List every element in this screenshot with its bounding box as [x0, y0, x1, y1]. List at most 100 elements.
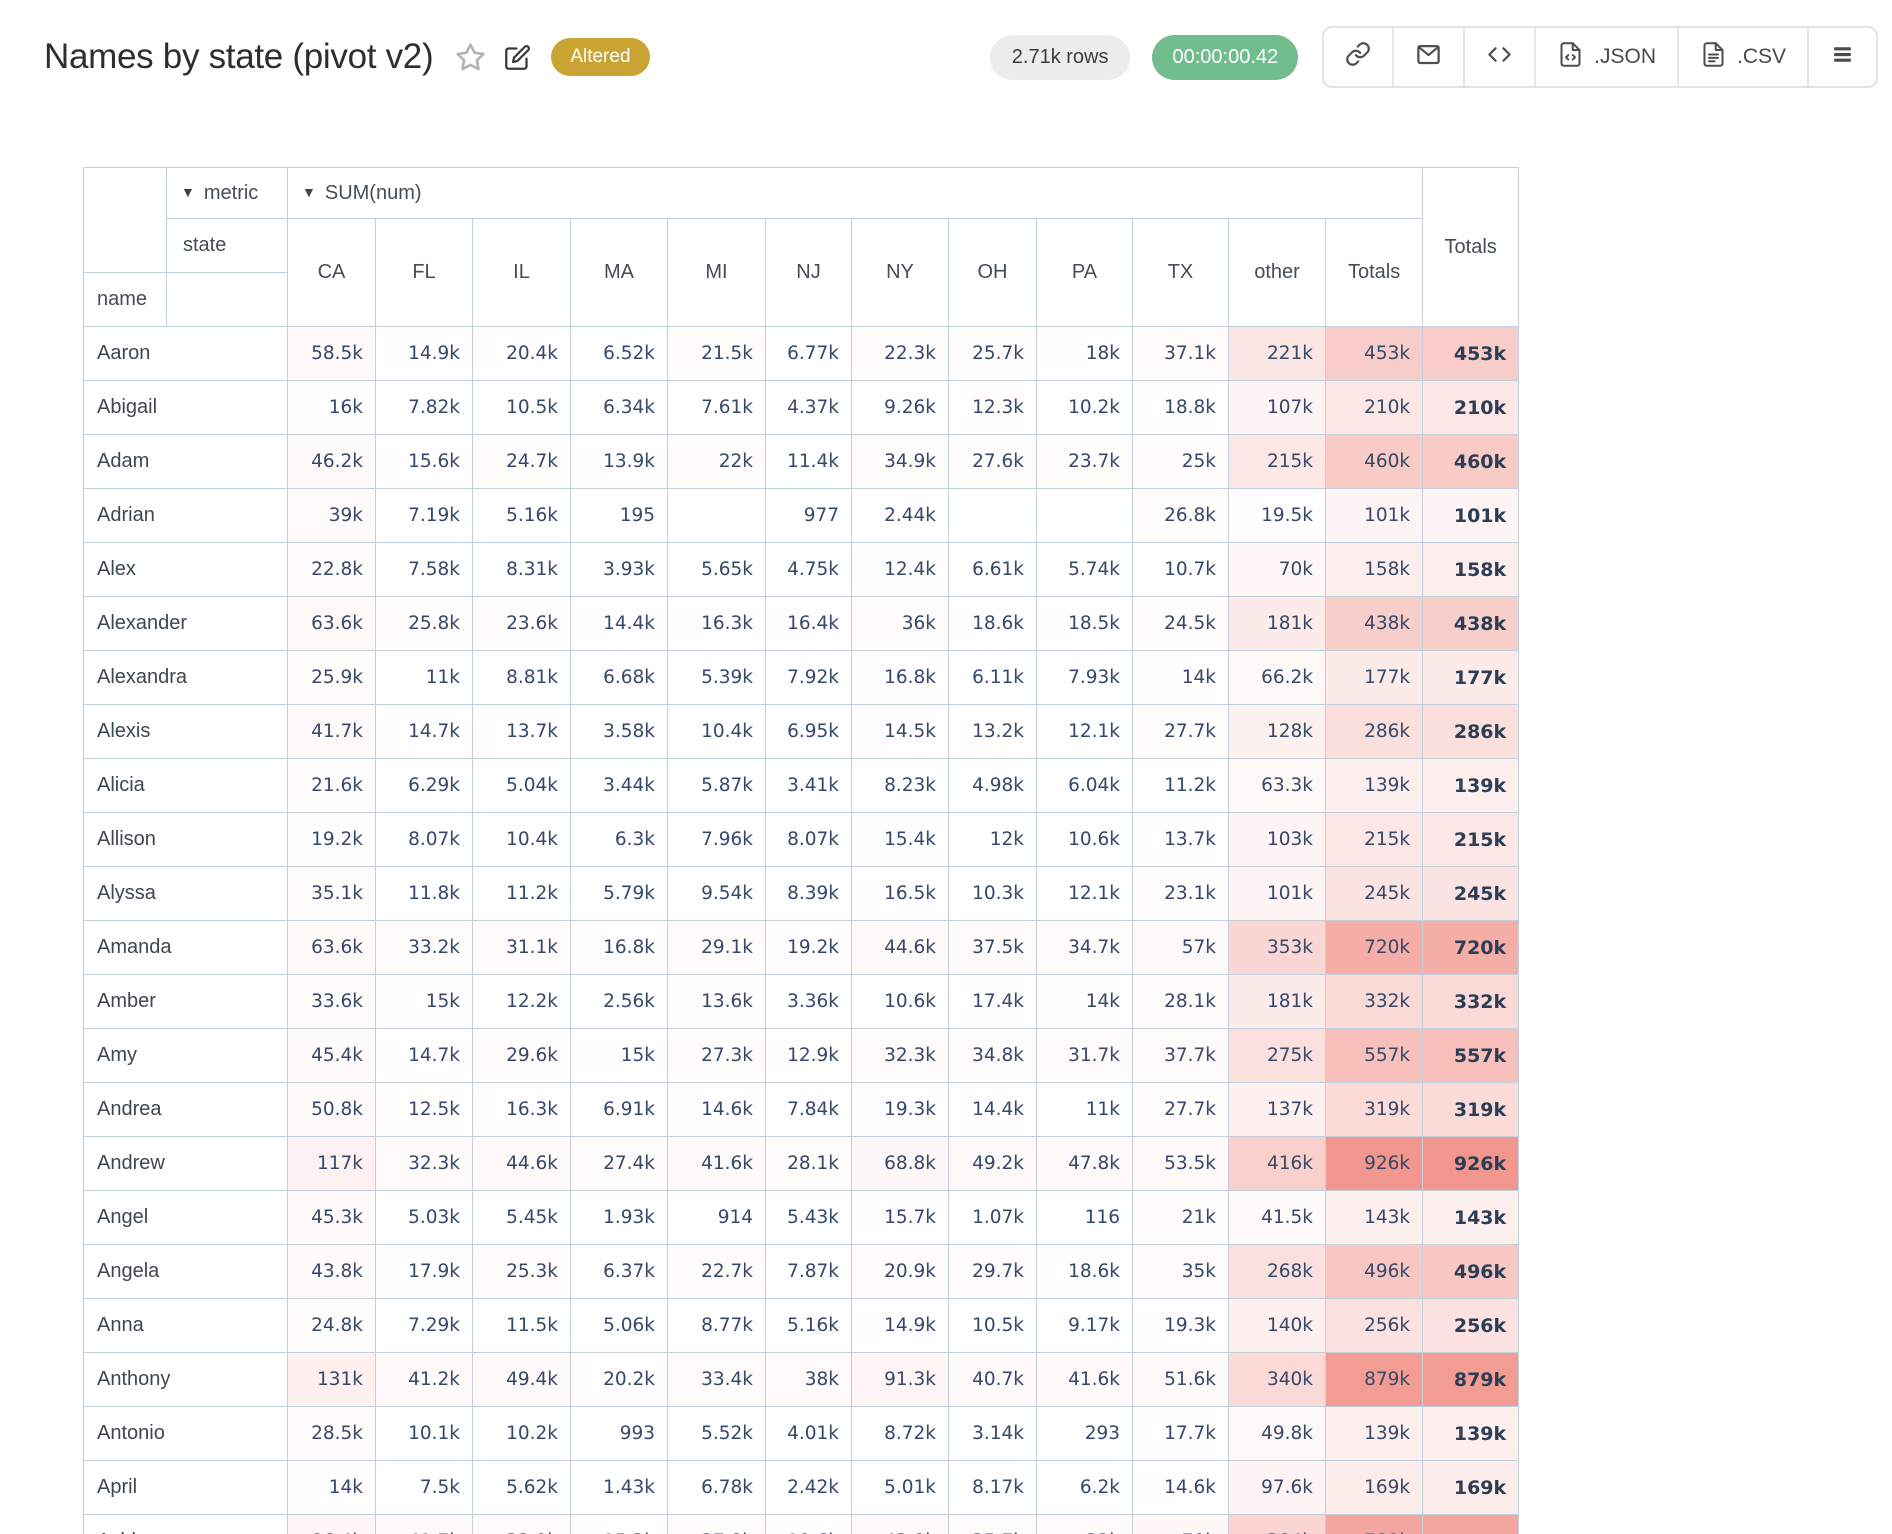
row-name: Anna — [83, 1298, 288, 1353]
aggregator-dropdown[interactable]: ▼ SUM(num) — [286, 167, 1424, 219]
embed-code-button[interactable] — [1463, 28, 1534, 86]
pivot-cell: 33.4k — [667, 1352, 766, 1407]
pivot-cell: 14.7k — [375, 704, 473, 759]
pivot-cell: 7.19k — [375, 488, 473, 543]
pivot-cell: 14.9k — [851, 1298, 949, 1353]
pivot-cell: 13.9k — [570, 434, 668, 489]
pivot-cell: 10.4k — [667, 704, 766, 759]
row-grand-total-cell: 169k — [1422, 1460, 1520, 1515]
pivot-cell: 16.8k — [851, 650, 949, 705]
row-grand-total-cell: 139k — [1422, 1406, 1520, 1461]
pivot-cell: 6.2k — [1036, 1460, 1133, 1515]
pivot-cell: 28.5k — [287, 1406, 376, 1461]
star-icon[interactable] — [453, 42, 488, 73]
row-axis-label[interactable]: name — [83, 272, 167, 327]
pivot-cell: 16k — [287, 380, 376, 435]
download-json-button[interactable]: .JSON — [1534, 28, 1677, 86]
pivot-cell: 20.4k — [472, 326, 571, 381]
pivot-cell: 22k — [667, 434, 766, 489]
table-row: Alicia 21.6k 6.29k 5.04k 3.44k 5.87k 3.41k 8.23… — [83, 758, 1520, 813]
share-link-button[interactable] — [1324, 28, 1392, 86]
pivot-cell: 14.4k — [948, 1082, 1037, 1137]
pivot-cell: 3.41k — [765, 758, 852, 813]
pivot-cell: 32k — [1036, 1514, 1133, 1534]
row-grand-total-cell: 879k — [1422, 1352, 1520, 1407]
pivot-cell: 275k — [1228, 1028, 1326, 1083]
column-header-ca: CA — [287, 218, 376, 327]
pivot-cell: 6.37k — [570, 1244, 668, 1299]
pivot-cell: 43.8k — [287, 1244, 376, 1299]
pivot-cell: 97.6k — [1228, 1460, 1326, 1515]
pivot-cell: 128k — [1228, 704, 1326, 759]
pivot-cell: 14k — [1036, 974, 1133, 1029]
pivot-cell: 10.1k — [375, 1406, 473, 1461]
column-header-fl: FL — [375, 218, 473, 327]
pivot-cell: 23.6k — [472, 596, 571, 651]
code-icon — [1486, 41, 1513, 74]
pivot-cell: 37.5k — [948, 920, 1037, 975]
edit-icon[interactable] — [502, 44, 533, 71]
pivot-cell: 25.7k — [948, 326, 1037, 381]
table-row: Antonio 28.5k 10.1k 10.2k 993 5.52k 4.01k 8.72k… — [83, 1406, 1520, 1461]
pivot-cell: 11.2k — [472, 866, 571, 921]
pivot-cell: 16.3k — [667, 596, 766, 651]
pivot-cell: 22.3k — [851, 326, 949, 381]
pivot-cell: 21.6k — [287, 758, 376, 813]
row-grand-total-cell: 438k — [1422, 596, 1520, 651]
pivot-cell: 103k — [1228, 812, 1326, 867]
pivot-cell: 86.4k — [287, 1514, 376, 1534]
pivot-cell: 16.3k — [472, 1082, 571, 1137]
pivot-cell: 63.3k — [1228, 758, 1326, 813]
pivot-cell: 158k — [1324, 542, 1424, 597]
pivot-cell: 24.7k — [472, 434, 571, 489]
column-header-ny: NY — [851, 218, 949, 327]
pivot-cell: 14k — [287, 1460, 376, 1515]
pivot-cell: 5.65k — [667, 542, 766, 597]
pivot-cell: 15k — [375, 974, 473, 1029]
pivot-cell: 5.62k — [472, 1460, 571, 1515]
row-grand-total-cell: 143k — [1422, 1190, 1520, 1245]
row-name: Alexandra — [83, 650, 288, 705]
metric-dropdown[interactable]: ▼ metric — [166, 167, 288, 219]
pivot-cell: 53.5k — [1132, 1136, 1229, 1191]
pivot-cell: 13.2k — [948, 704, 1037, 759]
pivot-cell — [1036, 488, 1133, 543]
more-menu-button[interactable] — [1807, 28, 1876, 86]
pivot-cell: 16.5k — [851, 866, 949, 921]
pivot-cell: 17.4k — [948, 974, 1037, 1029]
row-grand-total-cell: 789k — [1422, 1514, 1520, 1534]
pivot-cell: 51.6k — [1132, 1352, 1229, 1407]
table-row: Anthony 131k 41.2k 49.4k 20.2k 33.4k 38k 91.3k 4… — [83, 1352, 1520, 1407]
pivot-cell: 18.5k — [1036, 596, 1133, 651]
pivot-cell: 384k — [1228, 1514, 1326, 1534]
query-toolbar: Names by state (pivot v2) Altered 2.71k … — [0, 0, 1892, 88]
pivot-cell: 6.52k — [570, 326, 668, 381]
pivot-cell: 27.8k — [667, 1514, 766, 1534]
pivot-cell: 5.45k — [472, 1190, 571, 1245]
pivot-cell: 9.26k — [851, 380, 949, 435]
table-row: Amy 45.4k 14.7k 29.6k 15k 27.3k 12.9k 32.3k 34.8… — [83, 1028, 1520, 1083]
column-header-nj: NJ — [765, 218, 852, 327]
pivot-cell: 5.43k — [765, 1190, 852, 1245]
email-button[interactable] — [1392, 28, 1463, 86]
pivot-cell: 416k — [1228, 1136, 1326, 1191]
pivot-cell: 35.1k — [287, 866, 376, 921]
pivot-cell: 5.52k — [667, 1406, 766, 1461]
pivot-cell: 8.77k — [667, 1298, 766, 1353]
pivot-cell: 7.96k — [667, 812, 766, 867]
download-csv-button[interactable]: .CSV — [1676, 28, 1807, 86]
pivot-cell: 117k — [287, 1136, 376, 1191]
pivot-cell: 5.74k — [1036, 542, 1133, 597]
pivot-cell: 1.93k — [570, 1190, 668, 1245]
pivot-cell: 286k — [1324, 704, 1424, 759]
pivot-cell: 57k — [1132, 920, 1229, 975]
pivot-cell: 977 — [765, 488, 852, 543]
pivot-cell: 557k — [1324, 1028, 1424, 1083]
pivot-cell: 10.2k — [1036, 380, 1133, 435]
row-grand-total-cell: 139k — [1422, 758, 1520, 813]
pivot-cell: 8.17k — [948, 1460, 1037, 1515]
col-axis-label[interactable]: state — [166, 218, 288, 273]
pivot-cell: 4.75k — [765, 542, 852, 597]
row-name: Allison — [83, 812, 288, 867]
pivot-cell: 5.16k — [472, 488, 571, 543]
